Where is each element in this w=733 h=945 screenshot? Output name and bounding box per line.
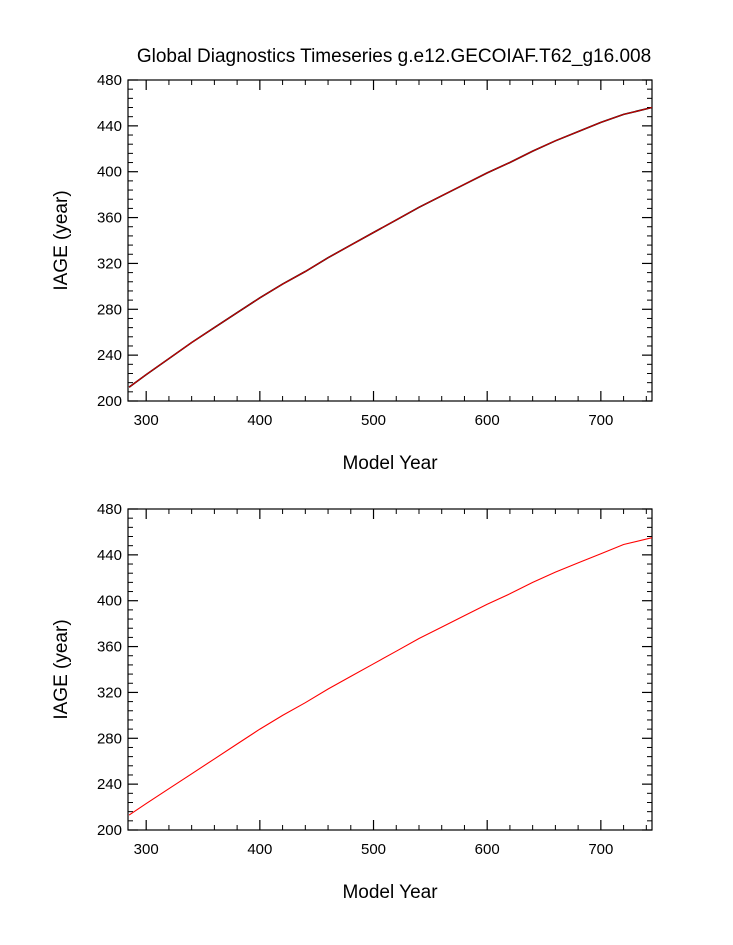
y-tick-label: 360 <box>97 210 122 227</box>
y-tick-label: 280 <box>97 730 122 747</box>
x-tick-label: 400 <box>247 412 272 429</box>
series-line <box>128 537 653 816</box>
y-tick-label: 480 <box>97 72 122 89</box>
chart-title: Global Diagnostics Timeseries g.e12.GECO… <box>137 46 651 67</box>
y-tick-label: 240 <box>97 776 122 793</box>
chart-panel-bottom: 300 400 500 600 700 200 240 280 320 360 400 440 480 M… <box>51 501 653 903</box>
chart-panel-top: 300 400 500 600 700 200 240 280 320 360 400 440 480 M… <box>51 72 653 474</box>
x-tick-label: 300 <box>134 841 159 858</box>
series-line <box>128 106 653 388</box>
y-axis-label: IAGE (year) <box>51 619 72 719</box>
y-tick-label: 440 <box>97 547 122 564</box>
x-tick-label: 400 <box>247 841 272 858</box>
x-axis-label: Model Year <box>342 882 438 903</box>
x-axis-label: Model Year <box>342 453 438 474</box>
x-tick-label: 700 <box>588 412 613 429</box>
y-tick-label: 440 <box>97 118 122 135</box>
y-axis-label: IAGE (year) <box>51 190 72 290</box>
y-tick-label: 280 <box>97 301 122 318</box>
plot-frame <box>127 508 653 831</box>
x-tick-label: 500 <box>361 841 386 858</box>
x-tick-label: 600 <box>475 841 500 858</box>
plot-frame <box>127 79 653 402</box>
x-tick-label: 700 <box>588 841 613 858</box>
y-tick-label: 320 <box>97 684 122 701</box>
y-tick-label: 200 <box>97 822 122 839</box>
y-tick-label: 240 <box>97 347 122 364</box>
y-tick-label: 200 <box>97 393 122 410</box>
y-tick-label: 320 <box>97 255 122 272</box>
x-tick-label: 300 <box>134 412 159 429</box>
y-tick-label: 480 <box>97 501 122 518</box>
y-tick-label: 400 <box>97 593 122 610</box>
series-line-shadow <box>128 106 653 388</box>
x-tick-label: 600 <box>475 412 500 429</box>
x-tick-label: 500 <box>361 412 386 429</box>
y-tick-label: 360 <box>97 639 122 656</box>
y-tick-label: 400 <box>97 164 122 181</box>
